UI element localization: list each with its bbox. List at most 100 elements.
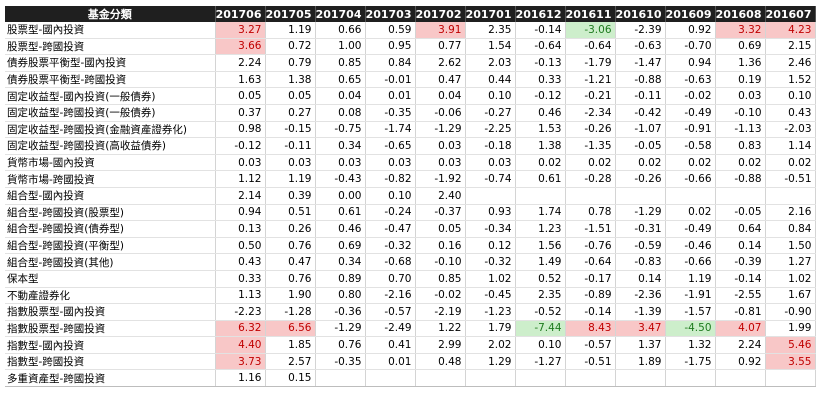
header-period: 201702 bbox=[415, 6, 466, 22]
return-value-cell: 0.46 bbox=[515, 104, 566, 122]
return-value-cell: -0.32 bbox=[465, 253, 516, 271]
return-value-cell: 0.43 bbox=[215, 253, 266, 271]
return-value-cell: 1.02 bbox=[765, 270, 816, 288]
return-value-cell: -3.06 bbox=[565, 22, 616, 39]
return-value-cell bbox=[365, 369, 416, 388]
return-value-cell: 4.40 bbox=[215, 336, 266, 354]
return-value-cell: 0.02 bbox=[515, 154, 566, 172]
return-value-cell: -0.51 bbox=[565, 353, 616, 371]
return-value-cell: -0.11 bbox=[615, 87, 666, 105]
table-row: 多重資產型-跨國投資 1.16 0.15 bbox=[5, 369, 816, 388]
return-value-cell: 0.64 bbox=[715, 220, 766, 238]
return-value-cell: 0.89 bbox=[315, 270, 366, 288]
table-row: 指數型-跨國投資 3.73 2.57 -0.35 0.01 0.48 1.29 -1.27 -0… bbox=[5, 353, 816, 371]
return-value-cell: -2.49 bbox=[365, 320, 416, 338]
return-value-cell: 3.27 bbox=[215, 22, 266, 39]
return-value-cell: 0.19 bbox=[715, 71, 766, 89]
return-value-cell: -1.13 bbox=[715, 121, 766, 139]
table-row: 組合型-跨國投資(股票型) 0.94 0.51 0.61 -0.24 -0.37 0.93 1… bbox=[5, 204, 816, 222]
return-value-cell: 0.61 bbox=[315, 204, 366, 222]
return-value-cell: -0.43 bbox=[315, 170, 366, 188]
return-value-cell: 0.02 bbox=[665, 154, 716, 172]
header-period: 201608 bbox=[715, 6, 766, 22]
return-value-cell: -2.16 bbox=[365, 287, 416, 305]
return-value-cell: 0.46 bbox=[315, 220, 366, 238]
return-value-cell: 2.57 bbox=[265, 353, 316, 371]
return-value-cell: 0.05 bbox=[415, 220, 466, 238]
return-value-cell: 1.22 bbox=[415, 320, 466, 338]
fund-category-cell: 組合型-國內投資 bbox=[5, 187, 216, 205]
return-value-cell: 0.78 bbox=[565, 204, 616, 222]
table-row: 固定收益型-跨國投資(一般債券) 0.37 0.27 0.08 -0.35 -0.06 -0… bbox=[5, 104, 816, 122]
return-value-cell: -0.15 bbox=[265, 121, 316, 139]
return-value-cell: 0.65 bbox=[315, 71, 366, 89]
fund-performance-table-container: 基金分類 201706 201705 201704 201703 201702 20170… bbox=[5, 6, 816, 388]
table-row: 股票型-跨國投資 3.66 0.72 1.00 0.95 0.77 1.54 -0.64 -0.… bbox=[5, 38, 816, 56]
return-value-cell: 0.33 bbox=[215, 270, 266, 288]
return-value-cell: -1.29 bbox=[415, 121, 466, 139]
fund-category-cell: 債券股票平衡型-國內投資 bbox=[5, 54, 216, 72]
return-value-cell bbox=[615, 369, 666, 388]
return-value-cell: -0.57 bbox=[365, 303, 416, 321]
return-value-cell: -0.89 bbox=[565, 287, 616, 305]
return-value-cell: 0.03 bbox=[315, 154, 366, 172]
return-value-cell bbox=[615, 187, 666, 205]
return-value-cell: 0.41 bbox=[365, 336, 416, 354]
table-row: 指數型-國內投資 4.40 1.85 0.76 0.41 2.99 2.02 0.10 -0.5… bbox=[5, 336, 816, 354]
return-value-cell: -0.13 bbox=[515, 54, 566, 72]
return-value-cell: -1.79 bbox=[565, 54, 616, 72]
return-value-cell: -0.31 bbox=[615, 220, 666, 238]
return-value-cell: -1.35 bbox=[565, 137, 616, 155]
fund-category-cell: 股票型-跨國投資 bbox=[5, 38, 216, 56]
return-value-cell: 0.94 bbox=[215, 204, 266, 222]
return-value-cell: 0.66 bbox=[315, 22, 366, 39]
return-value-cell: -0.47 bbox=[365, 220, 416, 238]
return-value-cell: 3.91 bbox=[415, 22, 466, 39]
return-value-cell: 0.98 bbox=[215, 121, 266, 139]
return-value-cell: 0.14 bbox=[615, 270, 666, 288]
return-value-cell: 0.03 bbox=[415, 154, 466, 172]
return-value-cell: 4.23 bbox=[765, 22, 816, 39]
return-value-cell: 0.95 bbox=[365, 38, 416, 56]
return-value-cell: 6.32 bbox=[215, 320, 266, 338]
fund-category-cell: 組合型-跨國投資(平衡型) bbox=[5, 237, 216, 255]
table-header-row: 基金分類 201706 201705 201704 201703 201702 20170… bbox=[5, 6, 816, 22]
return-value-cell: -0.88 bbox=[615, 71, 666, 89]
return-value-cell: 0.47 bbox=[415, 71, 466, 89]
return-value-cell: 1.50 bbox=[765, 237, 816, 255]
fund-category-cell: 固定收益型-國內投資(一般債券) bbox=[5, 87, 216, 105]
return-value-cell: 3.32 bbox=[715, 22, 766, 39]
return-value-cell: -1.07 bbox=[615, 121, 666, 139]
return-value-cell: 2.16 bbox=[765, 204, 816, 222]
return-value-cell: 2.02 bbox=[465, 336, 516, 354]
return-value-cell: -1.92 bbox=[415, 170, 466, 188]
return-value-cell: -0.01 bbox=[365, 71, 416, 89]
fund-category-cell: 指數型-國內投資 bbox=[5, 336, 216, 354]
return-value-cell bbox=[515, 187, 566, 205]
table-row: 股票型-國內投資 3.27 1.19 0.66 0.59 3.91 2.35 -0.14 -3.… bbox=[5, 22, 816, 39]
return-value-cell: 0.03 bbox=[415, 137, 466, 155]
return-value-cell: -0.63 bbox=[615, 38, 666, 56]
return-value-cell: -0.32 bbox=[365, 237, 416, 255]
return-value-cell bbox=[715, 187, 766, 205]
return-value-cell: 3.47 bbox=[615, 320, 666, 338]
return-value-cell: 1.13 bbox=[215, 287, 266, 305]
return-value-cell: -1.27 bbox=[515, 353, 566, 371]
return-value-cell: 0.27 bbox=[265, 104, 316, 122]
return-value-cell: -1.23 bbox=[465, 303, 516, 321]
table-row: 不動產證券化 1.13 1.90 0.80 -2.16 -0.02 -0.45 2.35 -0.… bbox=[5, 287, 816, 305]
fund-category-cell: 指數型-跨國投資 bbox=[5, 353, 216, 371]
return-value-cell bbox=[665, 369, 716, 388]
return-value-cell: 0.61 bbox=[515, 170, 566, 188]
return-value-cell: 0.39 bbox=[265, 187, 316, 205]
return-value-cell: -0.26 bbox=[565, 121, 616, 139]
return-value-cell bbox=[415, 369, 466, 388]
table-row: 債券股票平衡型-跨國投資 1.63 1.38 0.65 -0.01 0.47 0.44 0.3… bbox=[5, 71, 816, 89]
return-value-cell: 1.79 bbox=[465, 320, 516, 338]
return-value-cell: 0.03 bbox=[715, 87, 766, 105]
return-value-cell: -0.12 bbox=[215, 137, 266, 155]
return-value-cell: 1.38 bbox=[515, 137, 566, 155]
return-value-cell: 0.03 bbox=[265, 154, 316, 172]
return-value-cell: 0.37 bbox=[215, 104, 266, 122]
return-value-cell: -0.37 bbox=[415, 204, 466, 222]
